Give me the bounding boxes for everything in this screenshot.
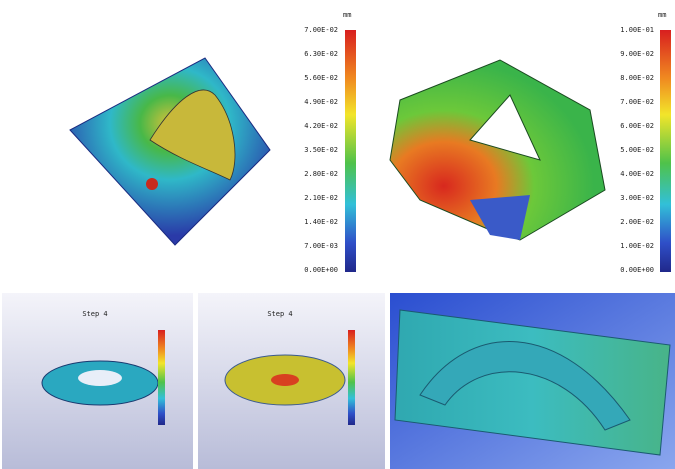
scale-label: 6.00E-02 [620, 122, 654, 130]
hotspot [146, 178, 158, 190]
scale-label: 7.00E-02 [620, 98, 654, 106]
panel-title: Step 4 [267, 310, 292, 318]
scale-label: 0.00E+00 [620, 266, 654, 274]
scale-label: 4.20E-02 [304, 122, 338, 130]
unit-label: mm [658, 11, 666, 19]
scale-label: 1.00E-02 [620, 242, 654, 250]
scale-label: 3.50E-02 [304, 146, 338, 154]
scale-label: 9.00E-02 [620, 50, 654, 58]
scale-label: 4.90E-02 [304, 98, 338, 106]
model-groove [419, 341, 631, 431]
scale-label: 1.40E-02 [304, 218, 338, 226]
color-bar [348, 330, 355, 425]
color-bar [660, 30, 671, 272]
scale-label: 2.10E-02 [304, 194, 338, 202]
scale-label: 6.30E-02 [304, 50, 338, 58]
scale-label: 5.60E-02 [304, 74, 338, 82]
scale-label: 0.00E+00 [304, 266, 338, 274]
scale-label: 2.80E-02 [304, 170, 338, 178]
scale-label: 7.00E-03 [304, 242, 338, 250]
color-bar [158, 330, 165, 425]
scale-label: 4.00E-02 [620, 170, 654, 178]
scale-label: 2.00E-02 [620, 218, 654, 226]
model-feature [149, 89, 236, 181]
scale-label: 8.00E-02 [620, 74, 654, 82]
scale-label: 7.00E-02 [304, 26, 338, 34]
scale-label: 3.00E-02 [620, 194, 654, 202]
model-region [470, 195, 530, 240]
hotspot [271, 374, 299, 386]
scale-label: 1.00E-01 [620, 26, 654, 34]
panel-title: Step 4 [82, 310, 107, 318]
scale-label: 5.00E-02 [620, 146, 654, 154]
unit-label: mm [343, 11, 351, 19]
color-bar [345, 30, 356, 272]
model-hole [78, 370, 122, 386]
